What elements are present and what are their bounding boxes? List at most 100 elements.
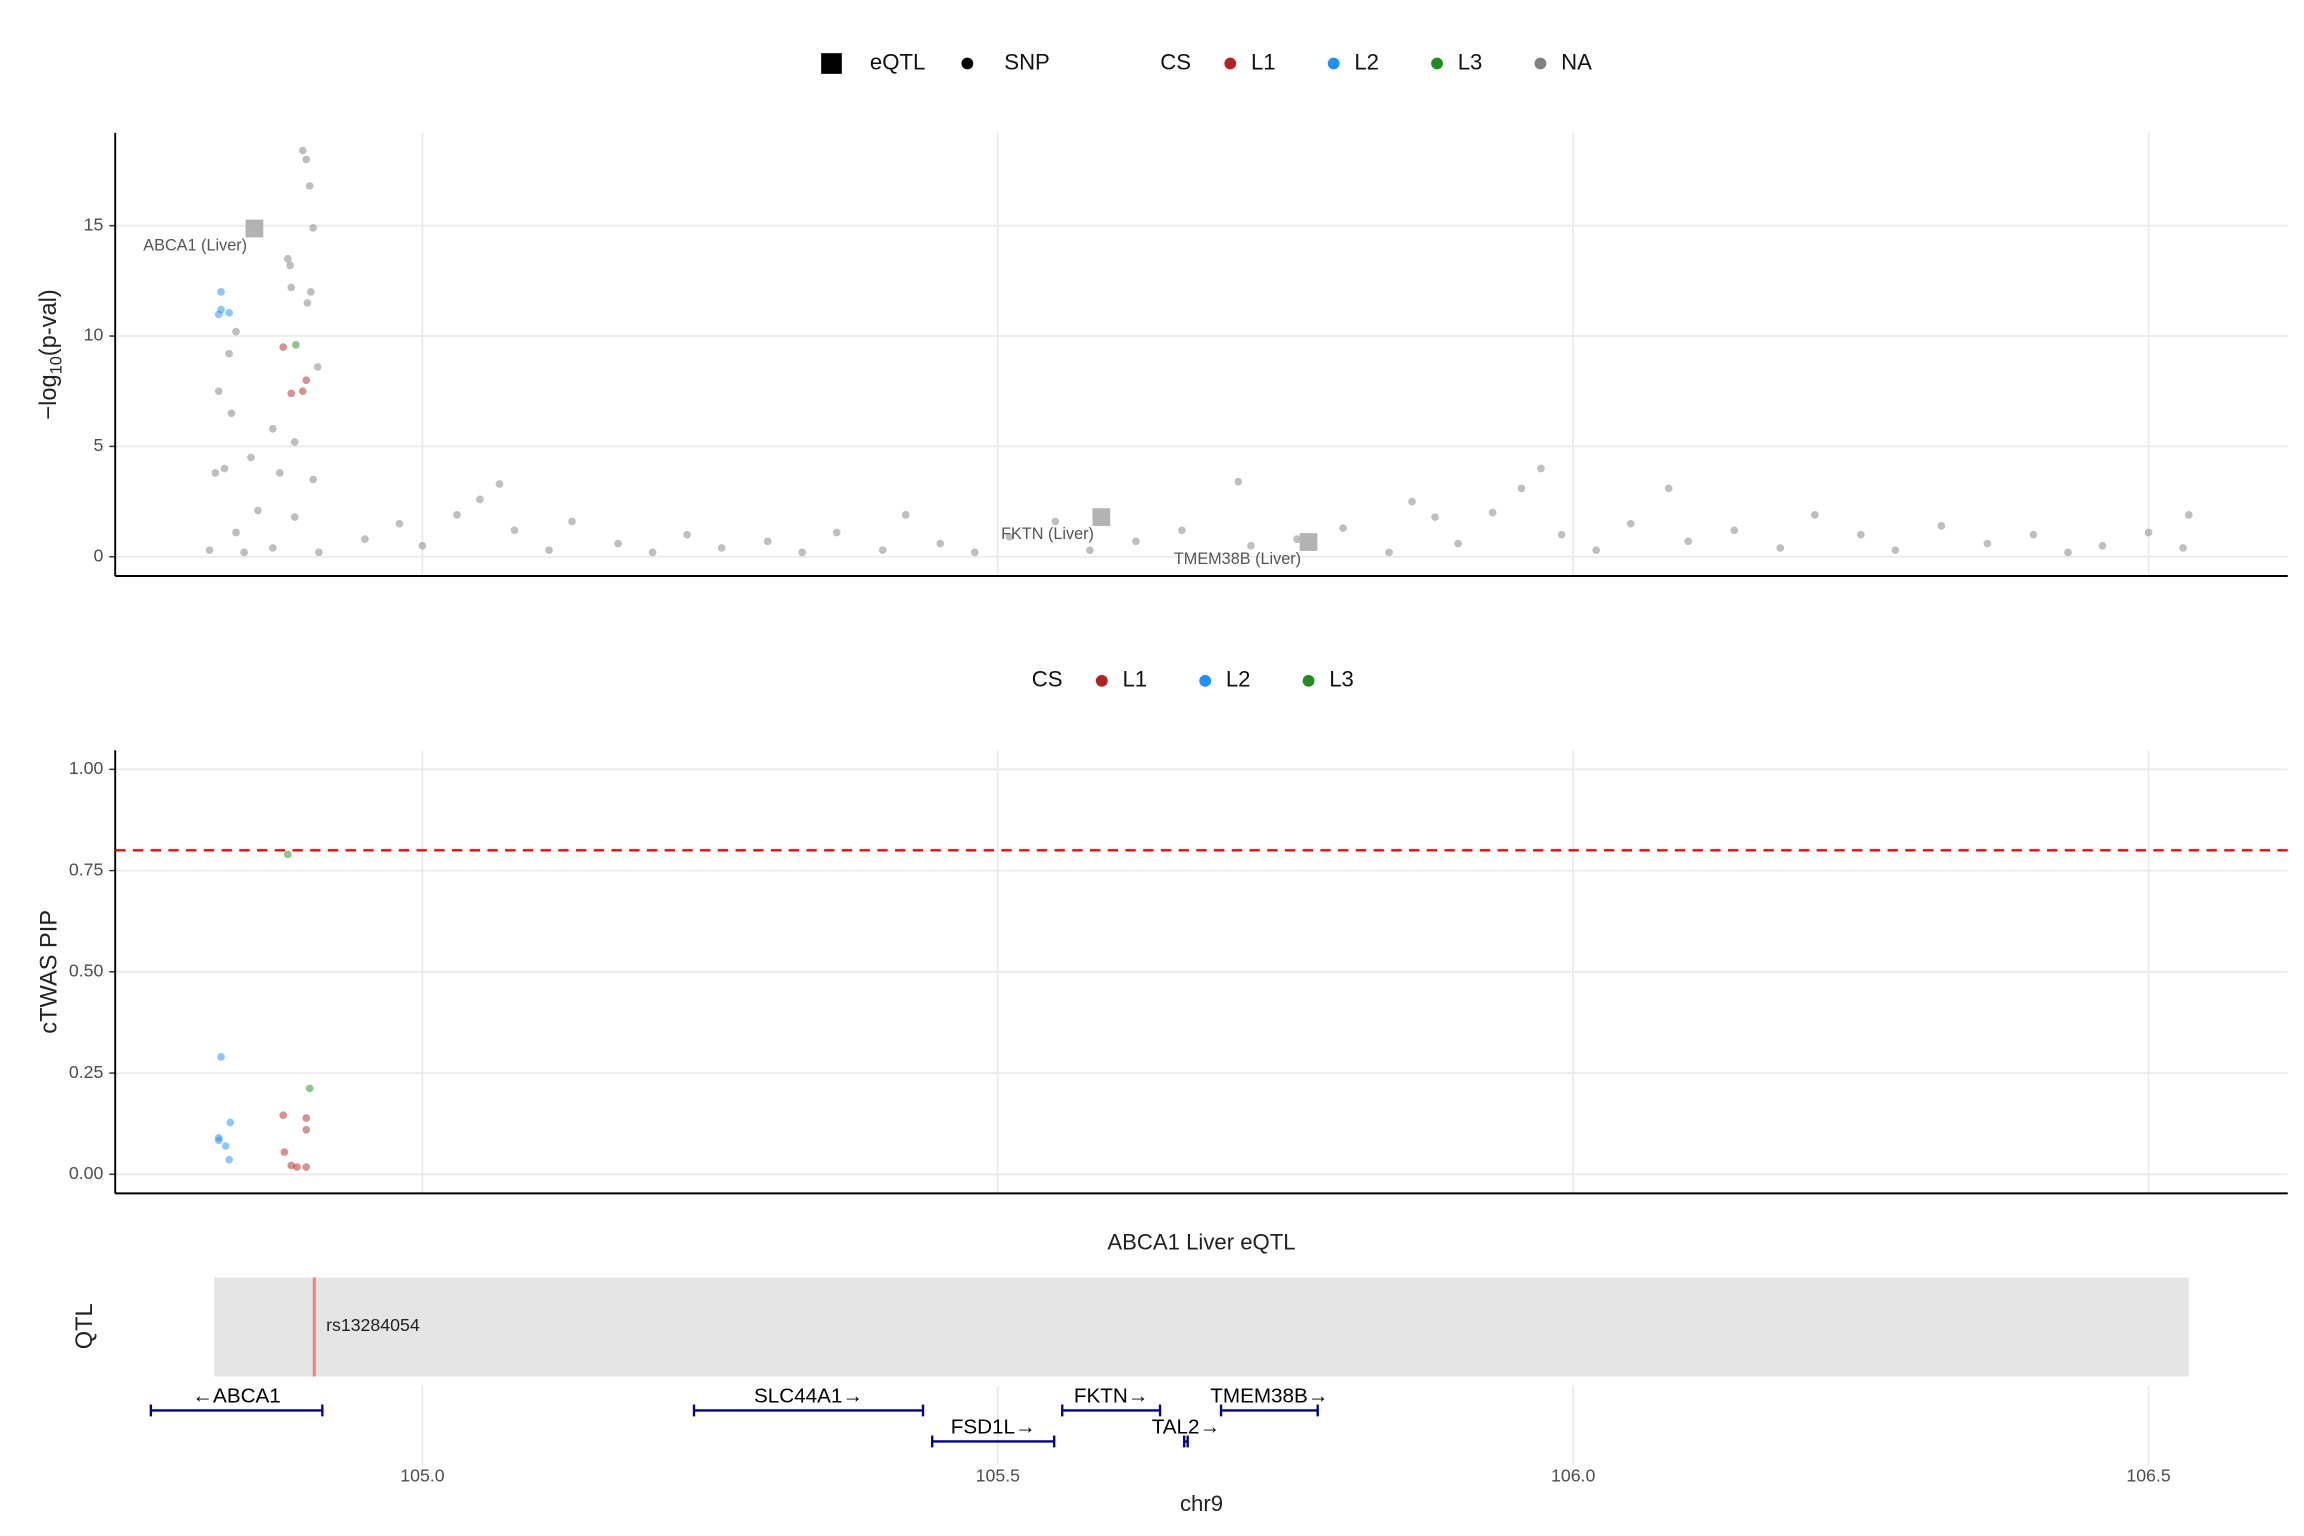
point bbox=[283, 254, 292, 263]
eqtl-label: TMEM38B (Liver) bbox=[1174, 550, 1301, 568]
point bbox=[361, 535, 369, 543]
point bbox=[2184, 511, 2193, 519]
point bbox=[2029, 530, 2038, 539]
track-y-label: QTL bbox=[72, 1303, 98, 1349]
point bbox=[1005, 533, 1014, 541]
point bbox=[302, 155, 311, 164]
point bbox=[279, 1111, 288, 1120]
y-tick-label: 0 bbox=[94, 545, 104, 565]
point bbox=[293, 1163, 301, 1171]
y-tick-label: 1.00 bbox=[69, 758, 104, 778]
y-tick-label: 0.75 bbox=[69, 859, 104, 879]
point bbox=[568, 517, 576, 526]
x-tick-label: 106.5 bbox=[2126, 1466, 2170, 1486]
point bbox=[936, 539, 945, 548]
y-axis-label-part: (p-val) bbox=[36, 289, 62, 356]
point bbox=[286, 261, 294, 270]
legend-label: L2 bbox=[1354, 49, 1379, 74]
legend-key bbox=[1302, 674, 1315, 687]
x-tick-label: 106.0 bbox=[1551, 1466, 1595, 1486]
legend-key bbox=[1534, 57, 1547, 70]
point bbox=[302, 1125, 311, 1134]
point bbox=[1339, 524, 1347, 532]
x-axis-label: chr9 bbox=[1180, 1491, 1223, 1516]
qtl-snp-label: rs13284054 bbox=[326, 1315, 420, 1335]
legend-label: L3 bbox=[1329, 667, 1354, 692]
point bbox=[614, 539, 622, 548]
point bbox=[225, 349, 233, 358]
point bbox=[283, 850, 292, 859]
point bbox=[1664, 484, 1673, 493]
point bbox=[287, 389, 296, 398]
point bbox=[1730, 526, 1739, 535]
eqtl-label: ABCA1 (Liver) bbox=[143, 237, 247, 255]
point bbox=[2098, 541, 2107, 550]
point bbox=[214, 1136, 223, 1145]
point bbox=[221, 1142, 230, 1150]
point bbox=[290, 438, 299, 446]
legend-label: SNP bbox=[1004, 49, 1050, 74]
point bbox=[298, 387, 307, 396]
track-title: ABCA1 Liver eQTL bbox=[1107, 1229, 1295, 1254]
legend-key bbox=[1095, 674, 1108, 687]
point bbox=[832, 528, 841, 537]
point bbox=[220, 464, 229, 473]
point bbox=[1086, 546, 1094, 555]
point bbox=[240, 548, 248, 557]
point bbox=[1557, 530, 1566, 539]
point bbox=[275, 469, 284, 477]
point bbox=[211, 469, 220, 477]
point bbox=[302, 376, 311, 385]
point bbox=[225, 309, 233, 317]
gene-label: TAL2→ bbox=[1152, 1416, 1221, 1439]
gene-label: TMEM38B→ bbox=[1210, 1385, 1328, 1408]
legend-key bbox=[1327, 57, 1340, 70]
point bbox=[2179, 544, 2187, 552]
point bbox=[1247, 541, 1255, 550]
point bbox=[1431, 513, 1439, 521]
point bbox=[395, 519, 404, 528]
legend-label: L3 bbox=[1458, 49, 1483, 74]
point bbox=[2064, 548, 2072, 557]
point bbox=[1592, 546, 1601, 555]
point bbox=[1937, 522, 1946, 530]
point bbox=[1488, 508, 1497, 517]
legend-label: NA bbox=[1561, 49, 1592, 74]
point bbox=[1132, 537, 1140, 546]
point bbox=[298, 146, 307, 155]
point bbox=[1051, 517, 1060, 526]
point bbox=[303, 299, 312, 307]
point bbox=[1891, 546, 1900, 555]
y-axis-label-part: −log bbox=[36, 374, 62, 419]
point bbox=[302, 1163, 311, 1171]
point bbox=[305, 1084, 314, 1093]
point bbox=[247, 453, 255, 462]
point bbox=[2144, 528, 2153, 537]
point bbox=[878, 546, 887, 555]
point bbox=[214, 310, 223, 319]
y-tick-label: 0.50 bbox=[69, 961, 104, 981]
point bbox=[1810, 511, 1819, 519]
point bbox=[1178, 526, 1186, 535]
point bbox=[290, 513, 299, 521]
point bbox=[970, 548, 979, 557]
point bbox=[232, 528, 240, 537]
x-tick-label: 105.5 bbox=[976, 1466, 1020, 1486]
point bbox=[287, 1161, 296, 1170]
point bbox=[1293, 535, 1301, 543]
legend-label: L1 bbox=[1122, 667, 1147, 692]
point bbox=[315, 548, 323, 557]
point bbox=[306, 288, 315, 296]
point bbox=[227, 409, 236, 418]
point bbox=[418, 541, 427, 550]
x-tick-label: 105.0 bbox=[400, 1466, 444, 1486]
point bbox=[309, 224, 317, 232]
point bbox=[1234, 477, 1243, 486]
y-tick-label: 5 bbox=[94, 435, 104, 455]
point bbox=[254, 506, 262, 515]
gene-label: SLC44A1→ bbox=[754, 1385, 863, 1408]
point bbox=[292, 341, 300, 349]
point bbox=[763, 537, 772, 546]
